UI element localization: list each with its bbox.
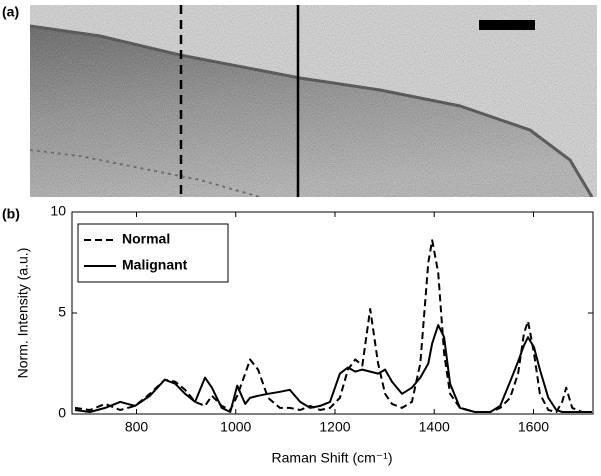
x-tick-label: 1400 [419,419,450,435]
x-tick-label: 1000 [220,419,251,435]
panel-label: (a) [2,4,19,20]
x-tick-label: 1600 [518,419,549,435]
x-axis-label: Raman Shift (cm⁻¹) [272,450,393,466]
y-tick-label: 5 [58,304,66,320]
oct-image [30,5,597,197]
legend-label: Normal [122,231,170,247]
y-tick-label: 10 [50,203,66,219]
legend-box [77,223,229,283]
x-tick-label: 800 [125,419,149,435]
y-tick-label: 0 [58,405,66,421]
y-axis-label: Norm. Intensity (a.u.) [15,248,31,379]
series-line [74,324,592,413]
panel-label: (b) [2,206,20,222]
legend-label: Malignant [122,257,188,273]
series-line [74,239,592,413]
x-tick-label: 1200 [319,419,350,435]
